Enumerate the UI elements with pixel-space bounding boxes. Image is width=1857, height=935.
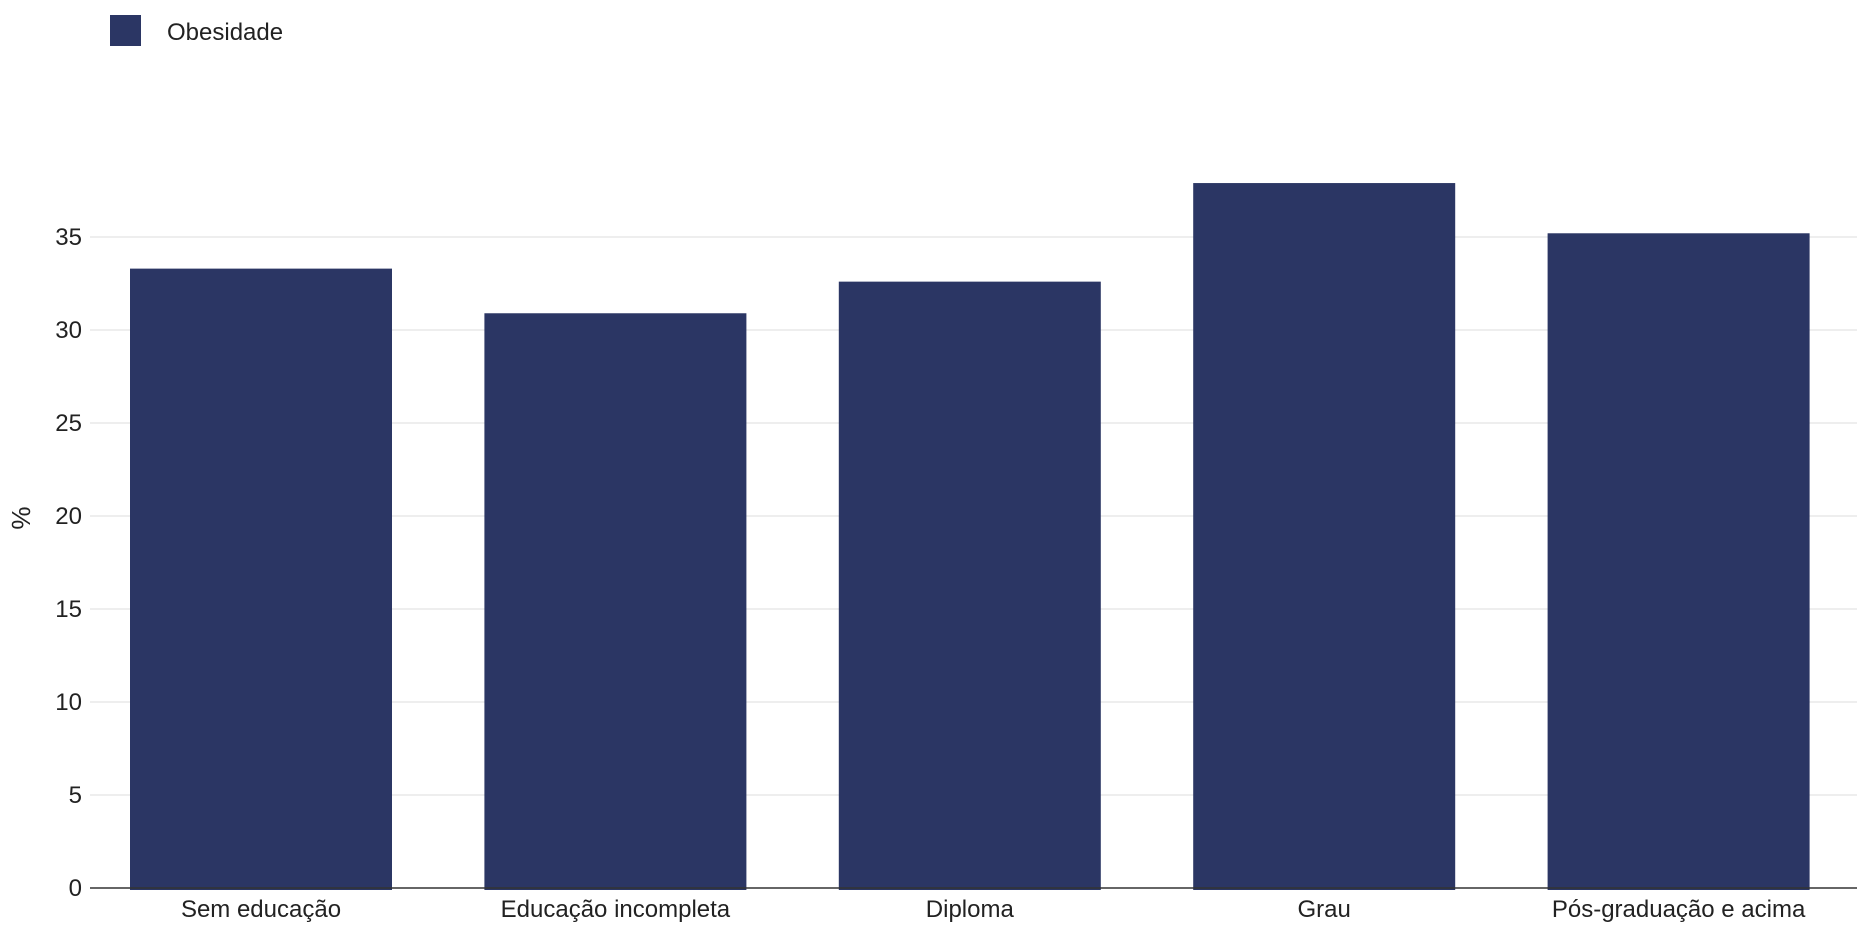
x-tick-label: Diploma (926, 896, 1015, 923)
y-tick-label: 25 (55, 410, 82, 437)
x-tick-label: Grau (1298, 896, 1351, 923)
x-tick-label: Educação incompleta (501, 896, 731, 923)
x-tick-label: Sem educação (181, 896, 341, 923)
y-tick-label: 15 (55, 596, 82, 623)
y-tick-label: 20 (55, 503, 82, 530)
y-tick-label: 0 (69, 875, 82, 902)
legend-label: Obesidade (167, 19, 283, 46)
legend: Obesidade (110, 15, 283, 46)
legend-swatch (110, 15, 141, 46)
y-axis-ticks: 0 5 10 15 20 25 30 35 (55, 224, 82, 902)
bars (130, 183, 1810, 890)
y-axis-label: % (6, 506, 36, 529)
x-axis-ticks: Sem educação Educação incompleta Diploma Gr… (181, 896, 1806, 923)
y-tick-label: 30 (55, 317, 82, 344)
bar (484, 313, 747, 890)
bar (1193, 183, 1456, 890)
y-tick-label: 10 (55, 689, 82, 716)
y-tick-label: 5 (69, 782, 82, 809)
y-tick-label: 35 (55, 224, 82, 251)
bar (838, 281, 1101, 890)
x-tick-label: Pós-graduação e acima (1552, 896, 1806, 923)
bar (1547, 233, 1810, 890)
bar (130, 268, 392, 890)
